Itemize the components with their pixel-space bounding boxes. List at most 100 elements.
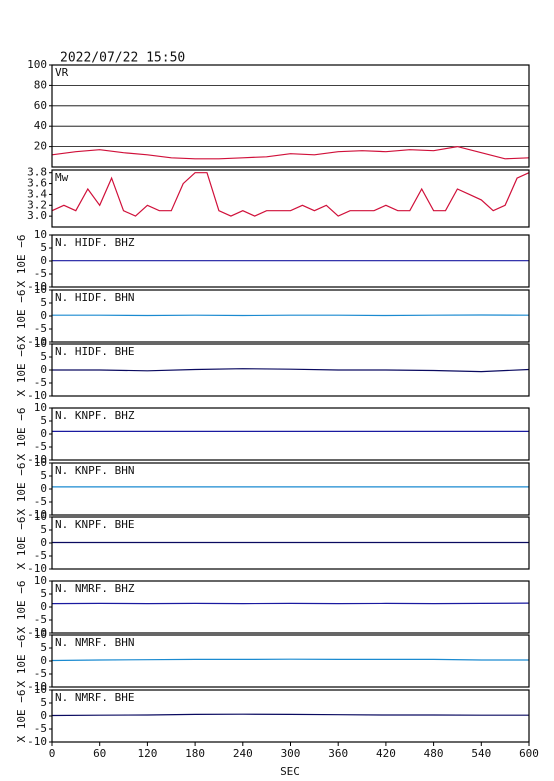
panel-label: N. HIDF. BHN <box>55 291 134 304</box>
y-axis-label: X 10E −6 <box>15 690 28 743</box>
panel-label: VR <box>55 66 69 79</box>
y-tick-label: 0 <box>40 254 47 267</box>
x-tick-label: 420 <box>376 747 396 760</box>
panel-frame <box>51 169 530 228</box>
panel-label: N. KNPF. BHE <box>55 518 134 531</box>
y-tick-label: 0 <box>40 600 47 613</box>
trace <box>51 658 529 662</box>
y-axis-label: X 10E −6 <box>15 463 28 516</box>
x-axis-label: SEC <box>280 765 300 778</box>
y-tick-label: 10 <box>34 456 47 469</box>
panel-frame <box>51 462 530 516</box>
trace <box>51 713 529 717</box>
y-tick-label: -5 <box>34 495 47 508</box>
y-tick-label: 10 <box>34 510 47 523</box>
panel-label: N. NMRF. BHE <box>55 691 134 704</box>
y-tick-label: -10 <box>27 508 47 521</box>
y-tick-label: 5 <box>40 641 47 654</box>
y-tick-label: 3.4 <box>27 187 47 200</box>
x-tick-label: 240 <box>233 747 253 760</box>
y-tick-label: 10 <box>34 228 47 241</box>
panel-label: Mw <box>55 171 69 184</box>
y-axis-label: X 10E −6 <box>15 235 28 288</box>
y-tick-label: -5 <box>34 267 47 280</box>
y-tick-label: -5 <box>34 613 47 626</box>
panel-frame <box>51 580 530 634</box>
x-tick-label: 60 <box>93 747 106 760</box>
y-tick-label: 5 <box>40 523 47 536</box>
y-tick-label: 10 <box>34 574 47 587</box>
x-tick-label: 600 <box>519 747 539 760</box>
y-tick-label: 0 <box>40 654 47 667</box>
y-tick-label: -5 <box>34 667 47 680</box>
panel-label: N. KNPF. BHN <box>55 464 134 477</box>
y-tick-label: 80 <box>34 78 47 91</box>
y-axis-label: X 10E −6 <box>15 635 28 688</box>
y-tick-label: -10 <box>27 389 47 402</box>
y-tick-label: 0 <box>40 536 47 549</box>
y-tick-label: 0 <box>40 427 47 440</box>
x-tick-label: 120 <box>137 747 157 760</box>
y-tick-label: 5 <box>40 350 47 363</box>
y-tick-label: -10 <box>27 735 47 748</box>
panel-frame <box>51 407 530 461</box>
y-tick-label: 10 <box>34 283 47 296</box>
y-tick-label: 10 <box>34 401 47 414</box>
y-tick-label: -10 <box>27 280 47 293</box>
timestamp: 2022/07/22 15:50 <box>60 51 185 66</box>
y-tick-label: 0 <box>40 709 47 722</box>
y-tick-label: -10 <box>27 453 47 466</box>
y-tick-label: -5 <box>34 322 47 335</box>
x-tick-label: 360 <box>328 747 348 760</box>
panel-label: N. NMRF. BHZ <box>55 582 135 595</box>
y-tick-label: 0 <box>40 363 47 376</box>
panel-label: N. KNPF. BHZ <box>55 409 135 422</box>
x-tick-label: 480 <box>424 747 444 760</box>
trace <box>51 145 530 160</box>
y-tick-label: 3.8 <box>27 166 47 179</box>
y-tick-label: -5 <box>34 549 47 562</box>
y-tick-label: 5 <box>40 469 47 482</box>
y-tick-label: 0 <box>40 309 47 322</box>
y-tick-label: 5 <box>40 414 47 427</box>
panel-frame <box>51 234 530 288</box>
panel-frame <box>51 516 530 570</box>
y-tick-label: -10 <box>27 562 47 575</box>
panel-frame <box>51 634 530 688</box>
x-tick-label: 0 <box>49 747 56 760</box>
y-tick-label: 20 <box>34 140 47 153</box>
panel-label: N. HIDF. BHZ <box>55 236 135 249</box>
y-tick-label: 0 <box>40 482 47 495</box>
y-axis-label: X 10E −6 <box>15 581 28 634</box>
y-tick-label: -10 <box>27 626 47 639</box>
panel-label: N. HIDF. BHE <box>55 345 134 358</box>
trace <box>51 172 530 217</box>
y-tick-label: -5 <box>34 376 47 389</box>
y-tick-label: 5 <box>40 587 47 600</box>
y-tick-label: 5 <box>40 696 47 709</box>
y-tick-label: -5 <box>34 722 47 735</box>
y-tick-label: -10 <box>27 335 47 348</box>
x-tick-label: 180 <box>185 747 205 760</box>
y-tick-label: -5 <box>34 440 47 453</box>
y-tick-label: -10 <box>27 680 47 693</box>
trace <box>52 314 530 317</box>
y-axis-label: X 10E −6 <box>15 290 28 343</box>
y-tick-label: 60 <box>34 99 47 112</box>
panel-frame <box>51 343 530 397</box>
y-axis-label: X 10E −6 <box>15 344 28 397</box>
y-tick-label: 40 <box>34 119 47 132</box>
trace <box>52 368 530 373</box>
y-tick-label: 10 <box>34 683 47 696</box>
y-axis-label: X 10E −6 <box>15 517 28 570</box>
y-tick-label: 3.6 <box>27 177 47 190</box>
y-tick-label: 3.2 <box>27 198 47 211</box>
x-tick-label: 540 <box>471 747 491 760</box>
y-tick-label: 5 <box>40 241 47 254</box>
y-tick-label: 10 <box>34 628 47 641</box>
y-tick-label: 10 <box>34 337 47 350</box>
x-tick-label: 300 <box>281 747 301 760</box>
y-tick-label: 100 <box>27 58 47 71</box>
panel-label: N. NMRF. BHN <box>55 636 134 649</box>
